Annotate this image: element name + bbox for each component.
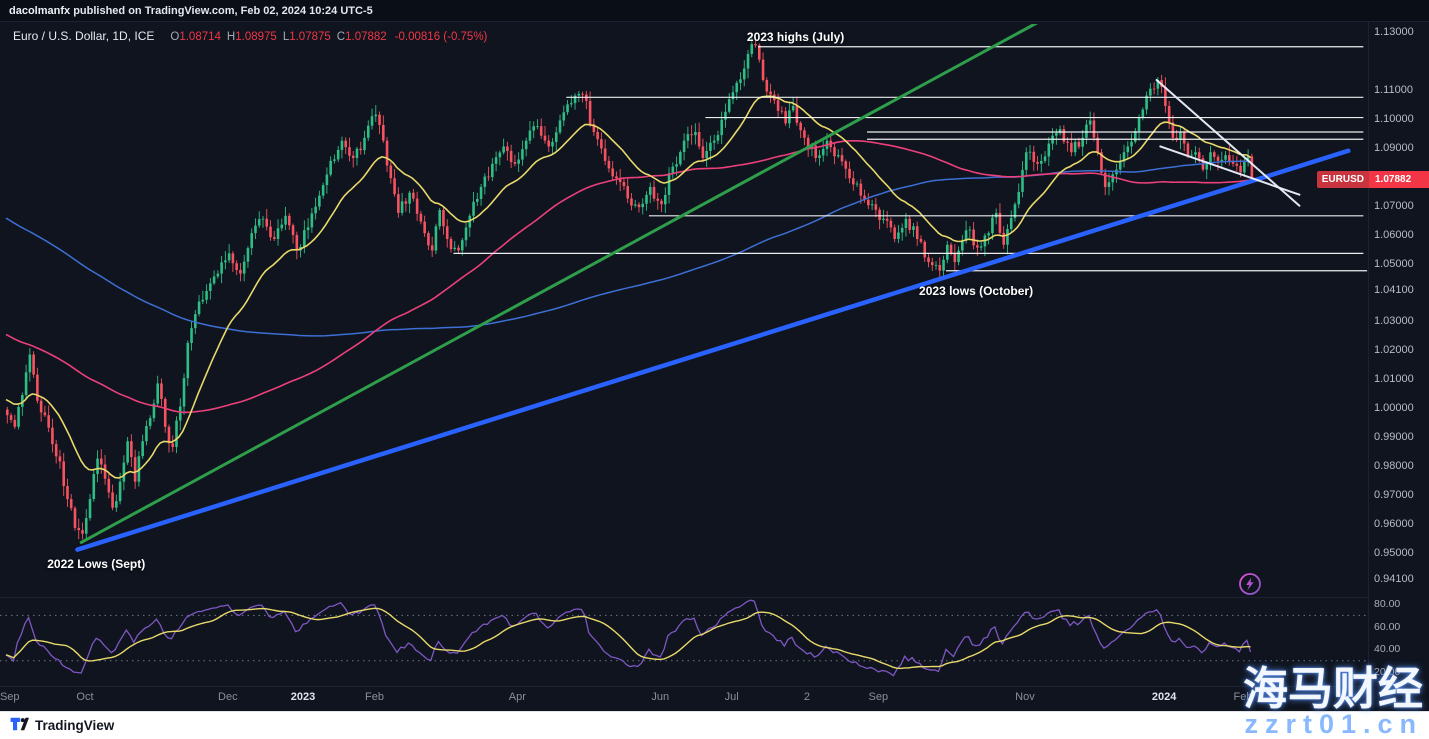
ohlc-value: 1.07875 [289, 31, 331, 43]
change-value: -0.00816 (-0.75%) [394, 31, 488, 43]
ohlc-value: 1.08714 [179, 31, 221, 43]
uptrend-from-2022-low [79, 24, 1038, 544]
last-price-badge: EURUSD 1.07882 [1316, 171, 1429, 188]
ema-20 [5, 95, 1251, 479]
ohlc-key: C [336, 31, 346, 43]
ohlc-key: H [226, 31, 236, 43]
publisher-info: published on TradingView.com, Feb 02, 20… [70, 5, 373, 17]
publisher-name: dacolmanfx [9, 5, 71, 17]
major-blue-support [75, 148, 1351, 552]
sma-100 [5, 139, 1251, 414]
ohlc-values: O1.08714 H1.08975 L1.07875 C1.07882 [164, 29, 386, 43]
symbol-title: Euro / U.S. Dollar, 1D, ICE [13, 29, 155, 43]
time-axis-separator [0, 686, 1368, 687]
tradingview-logo-icon[interactable] [10, 717, 29, 734]
rsi-ma-line [5, 607, 1251, 670]
ohlc-value: 1.08975 [235, 31, 277, 43]
price-axis-separator [1368, 22, 1369, 711]
falling-wedge-upper [1155, 78, 1301, 207]
rsi-layer [0, 599, 1368, 677]
rsi-line [5, 599, 1252, 677]
flash-icon[interactable] [1238, 572, 1262, 596]
panel-separator [0, 597, 1368, 598]
candles-layer [5, 24, 1368, 552]
ohlc-value: 1.07882 [345, 31, 387, 43]
last-price-value: 1.07882 [1369, 171, 1429, 188]
footer-bar: TradingView [0, 711, 1429, 739]
symbol-legend[interactable]: Euro / U.S. Dollar, 1D, ICE O1.08714 H1.08… [13, 29, 487, 43]
ohlc-key: L [282, 31, 290, 43]
falling-wedge-lower [1159, 145, 1301, 196]
last-price-symbol: EURUSD [1316, 171, 1369, 188]
ohlc-key: O [170, 31, 180, 43]
publisher-bar: dacolmanfx published on TradingView.com,… [0, 0, 1429, 22]
tradingview-brand[interactable]: TradingView [35, 718, 115, 733]
